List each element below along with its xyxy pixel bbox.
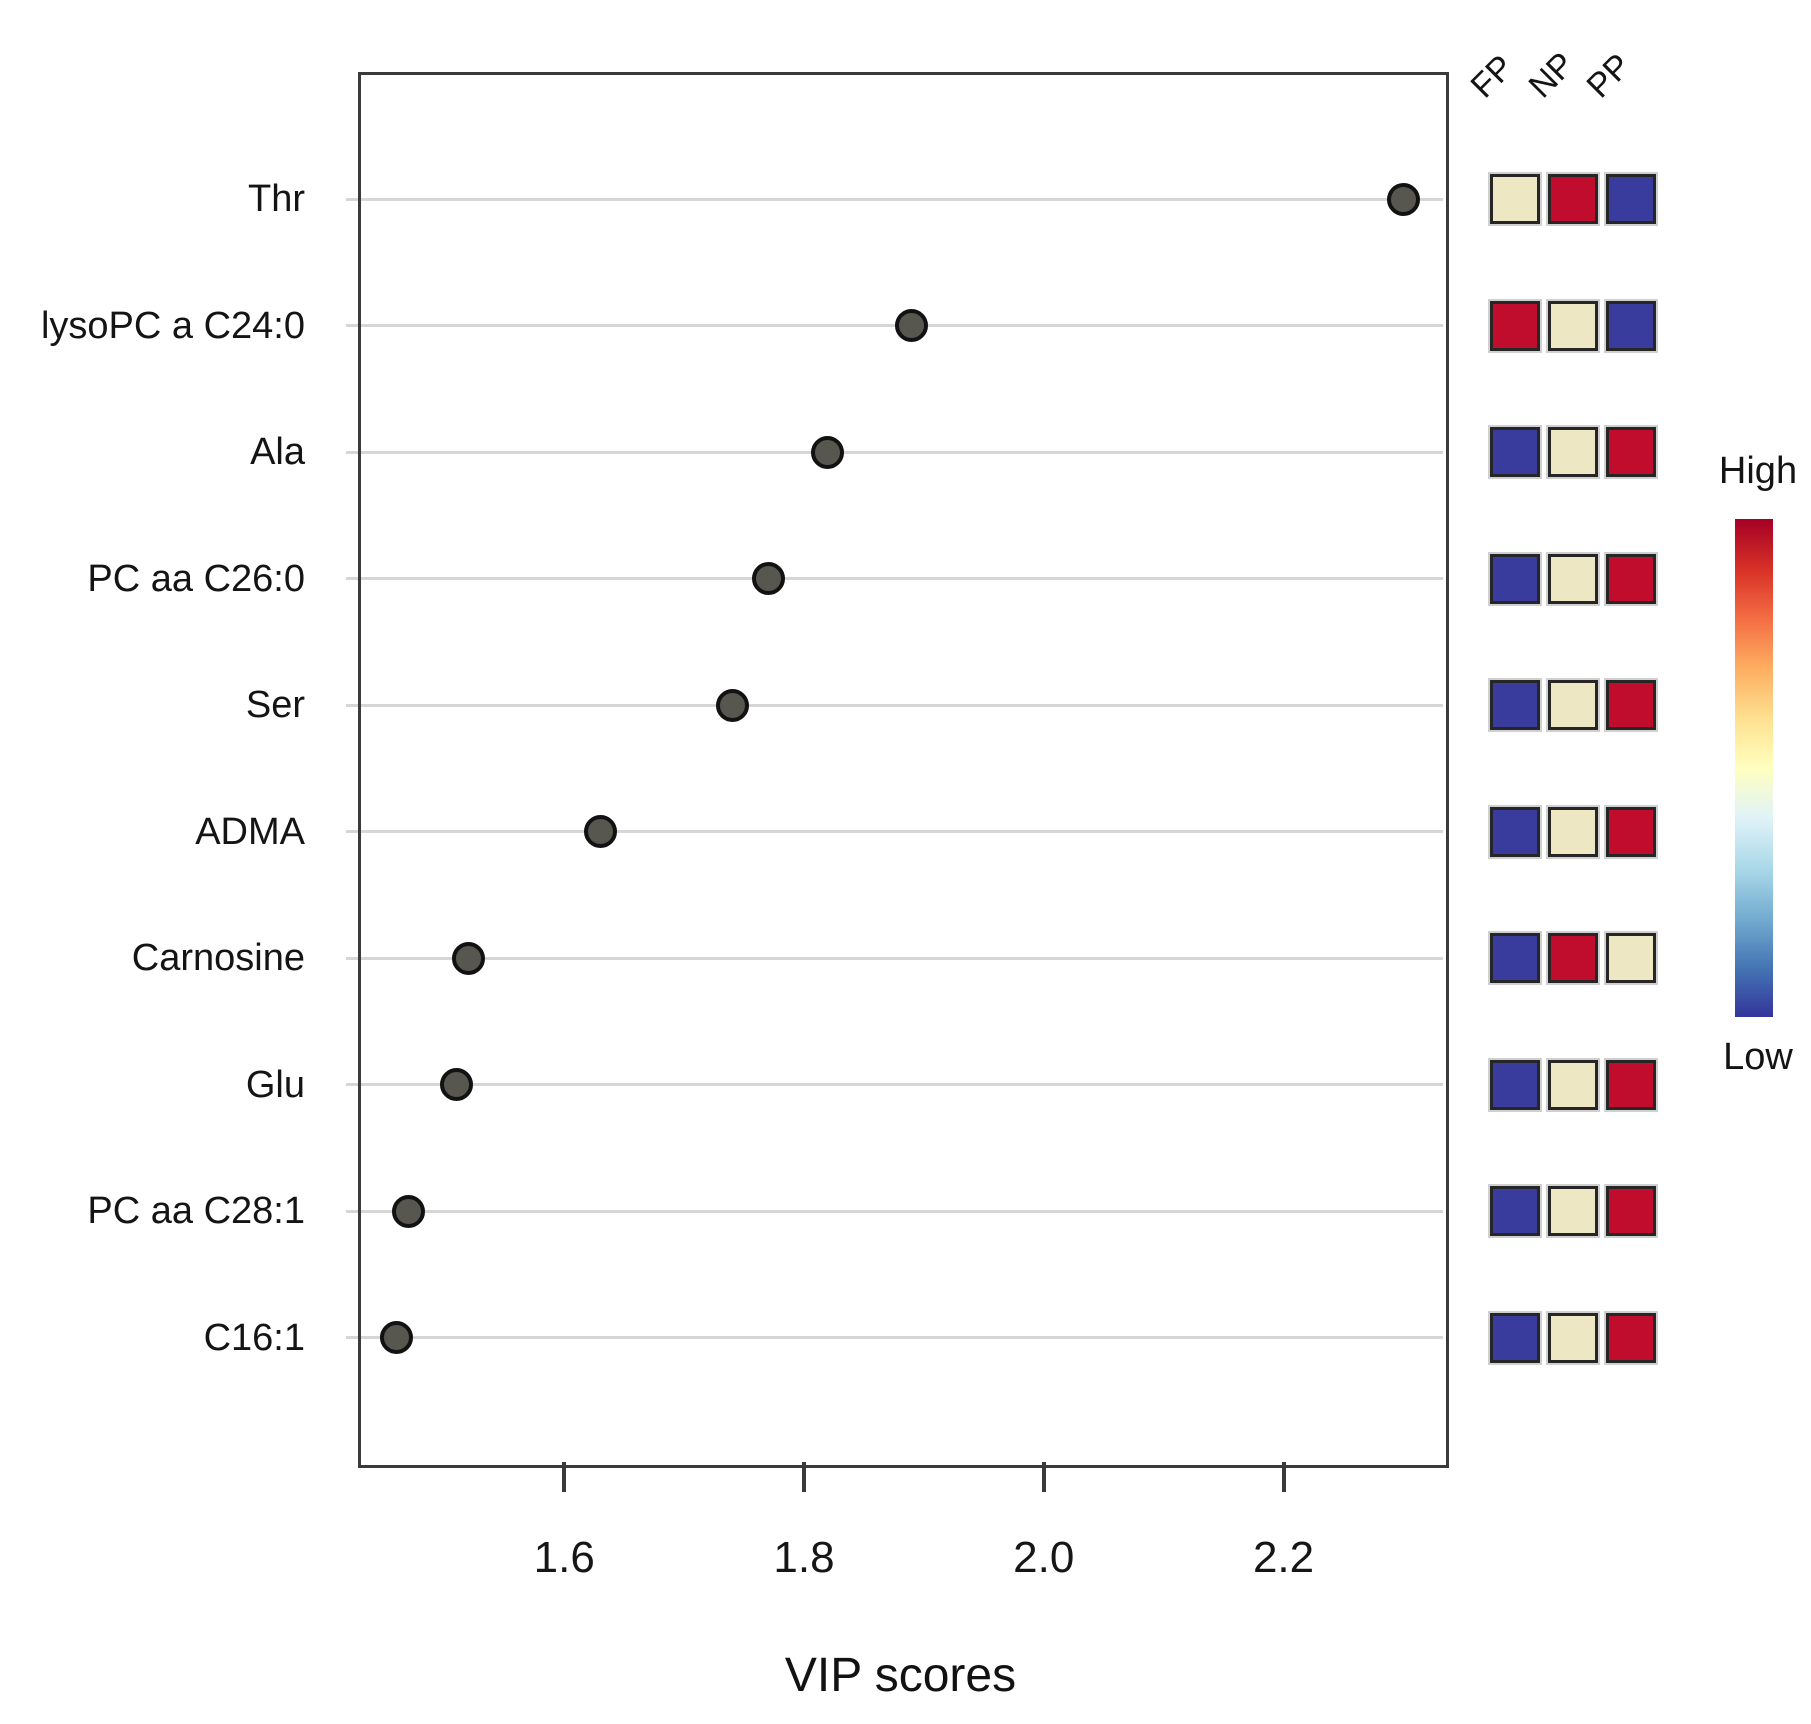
heatmap-cell (1490, 553, 1540, 604)
vip-dot (1386, 182, 1420, 216)
heatmap-cell (1606, 933, 1656, 983)
gridline (346, 1209, 1443, 1213)
heatmap-cell (1606, 1186, 1656, 1236)
heatmap-cell (1490, 427, 1540, 477)
vip-dot (391, 1194, 425, 1228)
colorbar-high-label: High (1718, 450, 1798, 492)
vip-dot (379, 1321, 413, 1354)
heatmap-cell (1606, 1059, 1656, 1110)
plot-area (358, 72, 1449, 1468)
heatmap-cell (1548, 300, 1598, 351)
heatmap-cell (1606, 680, 1656, 730)
heatmap-cell (1606, 174, 1656, 224)
vip-dot (751, 562, 785, 595)
heatmap-column-label: FP (1463, 47, 1522, 106)
gridline (346, 703, 1443, 707)
y-axis-label: Ala (250, 431, 305, 473)
x-tick (1041, 1462, 1046, 1492)
heatmap-cell (1490, 933, 1540, 983)
gridline (346, 577, 1443, 580)
heatmap-cell (1548, 806, 1598, 857)
vip-dot (451, 941, 485, 975)
y-axis-label: Thr (248, 178, 305, 220)
heatmap-cell (1548, 933, 1598, 983)
y-axis-label: Ser (245, 684, 305, 726)
heatmap-cell (1548, 553, 1598, 604)
gridline (346, 197, 1443, 201)
heatmap-cell (1490, 174, 1540, 224)
colorbar-gradient (1735, 519, 1773, 1017)
heatmap-cell (1490, 806, 1540, 857)
heatmap-cell (1606, 427, 1656, 477)
colorbar-low-label: Low (1723, 1036, 1793, 1078)
heatmap-cell (1490, 1312, 1540, 1363)
gridline (346, 956, 1443, 960)
gridline (346, 450, 1443, 454)
x-tick (801, 1462, 806, 1492)
heatmap-cell (1606, 1312, 1656, 1363)
heatmap-cell (1606, 553, 1656, 604)
vip-dot (583, 815, 617, 848)
gridline (346, 324, 1443, 327)
x-tick-label: 1.8 (773, 1533, 835, 1582)
x-tick-label: 2.0 (1013, 1533, 1075, 1582)
y-axis-label: ADMA (195, 810, 305, 853)
x-tick (562, 1462, 567, 1492)
heatmap-cell (1548, 1059, 1598, 1110)
heatmap-cell (1490, 1186, 1540, 1236)
x-tick-label: 1.6 (533, 1533, 595, 1582)
vip-dot (439, 1068, 473, 1101)
x-axis-title: VIP scores (784, 1649, 1017, 1702)
gridline (346, 1336, 1443, 1339)
vip-dot (895, 309, 929, 342)
heatmap-cell (1548, 1312, 1598, 1363)
vip-dot (715, 688, 749, 722)
heatmap-cell (1548, 174, 1598, 224)
y-axis-label: lysoPC a C24:0 (40, 304, 305, 347)
heatmap-cell (1606, 806, 1656, 857)
heatmap-cell (1548, 1186, 1598, 1236)
x-tick-label: 2.2 (1252, 1533, 1315, 1582)
y-axis-label: Carnosine (131, 937, 305, 979)
heatmap-cell (1548, 680, 1598, 730)
x-tick (1281, 1462, 1286, 1492)
heatmap-column-label: PP (1579, 46, 1639, 106)
y-axis-label: C16:1 (203, 1316, 305, 1359)
heatmap-cell (1490, 680, 1540, 730)
y-axis-label: PC aa C26:0 (87, 557, 305, 600)
heatmap-cell (1490, 1059, 1540, 1110)
gridline (346, 1083, 1443, 1086)
heatmap-cell (1606, 300, 1656, 351)
y-axis-label: Glu (245, 1063, 305, 1106)
heatmap-cell (1490, 300, 1540, 351)
y-axis-label: PC aa C28:1 (87, 1190, 305, 1232)
heatmap-column-label: NP (1521, 45, 1582, 106)
gridline (346, 830, 1443, 833)
heatmap-cell (1548, 427, 1598, 477)
vip-dot (811, 435, 845, 469)
